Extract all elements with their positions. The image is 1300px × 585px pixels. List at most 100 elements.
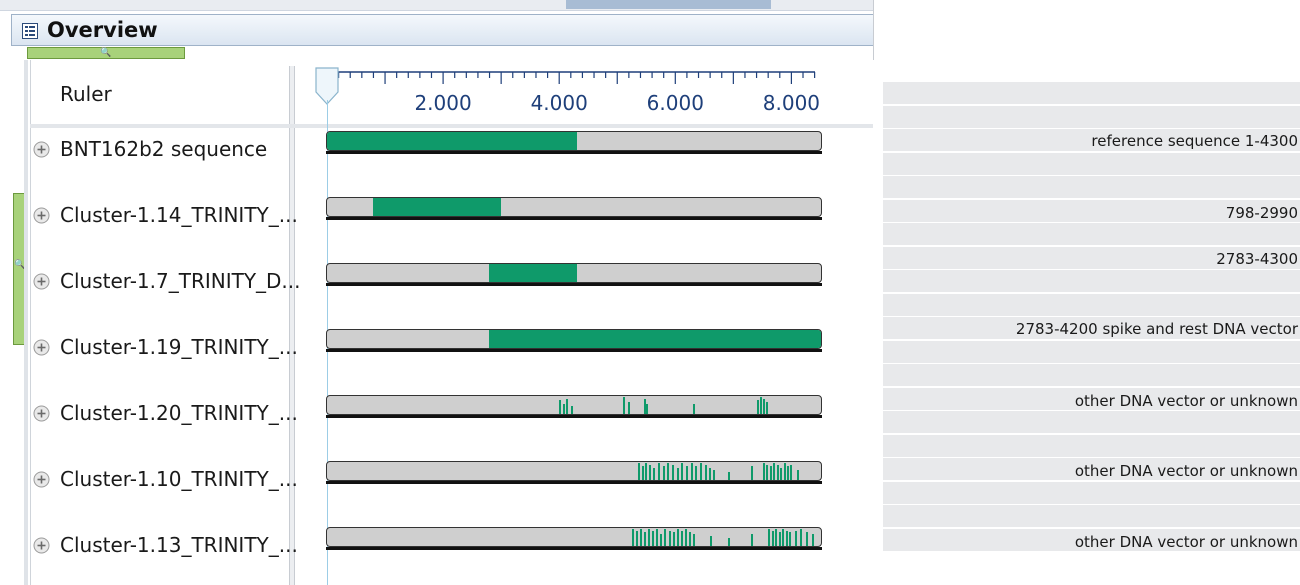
coverage-spike bbox=[695, 466, 698, 480]
plus-circle-icon[interactable] bbox=[33, 471, 50, 488]
coverage-spike bbox=[789, 532, 792, 546]
plus-circle-icon[interactable] bbox=[33, 537, 50, 554]
coverage-block bbox=[327, 132, 577, 150]
selected-tab[interactable] bbox=[566, 0, 771, 9]
coverage-spike bbox=[692, 534, 695, 546]
annotation-note: other DNA vector or unknown bbox=[1074, 462, 1298, 480]
coverage-spike bbox=[641, 466, 644, 480]
coverage-spike bbox=[664, 529, 667, 546]
plus-circle-icon[interactable] bbox=[33, 405, 50, 422]
coverage-block bbox=[488, 264, 577, 282]
magnifier-icon: 🔍 bbox=[100, 48, 112, 58]
coverage-track[interactable] bbox=[326, 329, 822, 349]
ruler-label: Ruler bbox=[60, 82, 112, 106]
coverage-spike bbox=[637, 463, 640, 480]
coverage-spike bbox=[762, 398, 765, 414]
coverage-spike bbox=[710, 535, 713, 546]
track-row[interactable]: Cluster-1.10_TRINITY_... bbox=[0, 459, 873, 499]
annotation-band bbox=[883, 364, 1300, 386]
coverage-spike bbox=[648, 529, 651, 546]
track-underline bbox=[326, 415, 822, 418]
coverage-spike bbox=[653, 468, 656, 480]
track-name: BNT162b2 sequence bbox=[60, 137, 268, 161]
coverage-spike bbox=[652, 530, 655, 546]
track-name: Cluster-1.14_TRINITY_... bbox=[60, 203, 298, 227]
ruler[interactable]: 2.000 4.000 6.000 8.000 bbox=[300, 64, 830, 120]
plus-circle-icon[interactable] bbox=[33, 273, 50, 290]
panel-title: Overview bbox=[47, 18, 158, 42]
plus-circle-icon[interactable] bbox=[33, 339, 50, 356]
coverage-spike bbox=[685, 465, 688, 480]
plus-circle-icon[interactable] bbox=[33, 141, 50, 158]
coverage-spike bbox=[771, 530, 774, 546]
annotation-band bbox=[883, 434, 1300, 457]
position-marker-handle[interactable] bbox=[315, 67, 339, 105]
coverage-spike bbox=[773, 463, 776, 480]
coverage-track[interactable] bbox=[326, 527, 822, 547]
coverage-spike bbox=[644, 532, 647, 546]
coverage-spike bbox=[806, 532, 809, 546]
annotation-band bbox=[883, 223, 1300, 245]
coverage-spike bbox=[800, 529, 803, 546]
track-row[interactable]: Cluster-1.20_TRINITY_... bbox=[0, 393, 873, 433]
top-tab-strip bbox=[0, 0, 873, 11]
annotation-band bbox=[883, 411, 1300, 433]
plus-circle-icon[interactable] bbox=[33, 207, 50, 224]
coverage-spike bbox=[662, 466, 665, 480]
track-row[interactable]: Cluster-1.19_TRINITY_... bbox=[0, 327, 873, 367]
coverage-block bbox=[488, 330, 821, 348]
track-name: Cluster-1.19_TRINITY_... bbox=[60, 335, 298, 359]
coverage-spike bbox=[750, 534, 753, 546]
annotation-note: 2783-4300 bbox=[1216, 250, 1298, 268]
coverage-spike bbox=[672, 532, 675, 546]
coverage-spike bbox=[778, 532, 781, 546]
coverage-spike bbox=[775, 529, 778, 546]
coverage-spike bbox=[643, 398, 646, 414]
track-name: Cluster-1.10_TRINITY_... bbox=[60, 467, 298, 491]
coverage-spike bbox=[676, 468, 679, 480]
annotation-band bbox=[883, 246, 1300, 269]
coverage-spike bbox=[671, 464, 674, 480]
coverage-track[interactable] bbox=[326, 461, 822, 481]
annotation-note: 2783-4200 spike and rest DNA vector bbox=[1015, 320, 1298, 338]
coverage-spike bbox=[780, 468, 783, 480]
coverage-spike bbox=[660, 534, 663, 546]
ruler-separator bbox=[30, 124, 873, 128]
coverage-spike bbox=[623, 397, 626, 414]
coverage-track[interactable] bbox=[326, 197, 822, 217]
track-row[interactable]: BNT162b2 sequence bbox=[0, 129, 873, 169]
coverage-spike bbox=[727, 471, 730, 480]
track-name: Cluster-1.7_TRINITY_D... bbox=[60, 269, 301, 293]
coverage-spike bbox=[658, 463, 661, 480]
coverage-spike bbox=[667, 463, 670, 480]
coverage-spike bbox=[776, 464, 779, 480]
track-name: Cluster-1.20_TRINITY_... bbox=[60, 401, 298, 425]
coverage-spike bbox=[684, 529, 687, 546]
column-splitter[interactable] bbox=[289, 66, 295, 585]
annotation-band bbox=[883, 340, 1300, 363]
coverage-spike bbox=[786, 466, 789, 480]
coverage-spike bbox=[783, 463, 786, 480]
annotation-band bbox=[883, 199, 1300, 222]
coverage-track[interactable] bbox=[326, 263, 822, 283]
overview-panel-icon bbox=[22, 23, 38, 39]
coverage-spike bbox=[704, 464, 707, 480]
coverage-spike bbox=[756, 400, 759, 414]
annotation-band bbox=[883, 528, 1300, 551]
left-frame bbox=[24, 60, 28, 585]
coverage-track[interactable] bbox=[326, 395, 822, 415]
annotation-band bbox=[883, 481, 1300, 504]
annotation-note: reference sequence 1-4300 bbox=[1091, 132, 1298, 150]
annotation-band bbox=[883, 458, 1300, 480]
track-row[interactable]: Cluster-1.14_TRINITY_... bbox=[0, 195, 873, 235]
coverage-track[interactable] bbox=[326, 131, 822, 151]
track-row[interactable]: Cluster-1.7_TRINITY_D... bbox=[0, 261, 873, 301]
annotation-band bbox=[883, 82, 1300, 104]
coverage-spike bbox=[790, 464, 793, 480]
coverage-spike bbox=[688, 532, 691, 546]
track-row[interactable]: Cluster-1.13_TRINITY_... bbox=[0, 525, 873, 565]
ruler-tick-label: 4.000 bbox=[531, 91, 588, 115]
left-frame-line bbox=[30, 60, 31, 585]
horizontal-zoom-slider[interactable]: 🔍 bbox=[27, 47, 185, 59]
coverage-spike bbox=[750, 466, 753, 480]
